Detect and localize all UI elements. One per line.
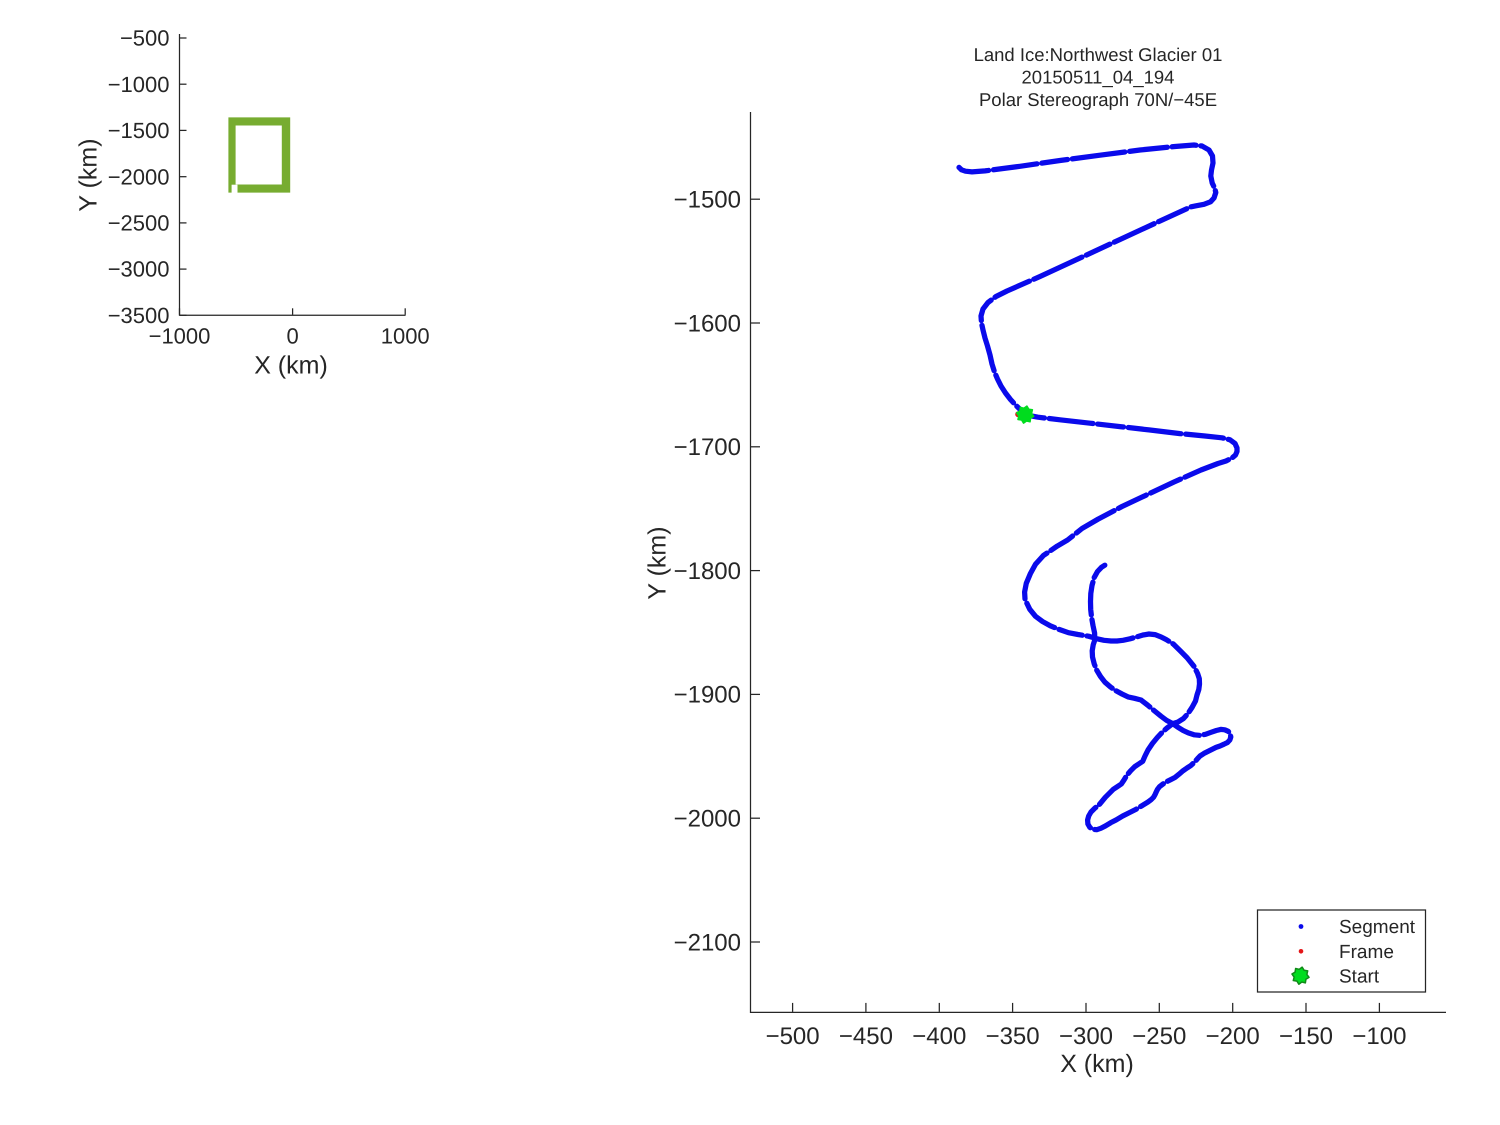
svg-text:Start: Start [1339, 966, 1380, 987]
svg-text:0: 0 [286, 324, 298, 349]
svg-text:−1800: −1800 [674, 558, 741, 585]
svg-text:−450: −450 [839, 1023, 893, 1050]
svg-text:−1700: −1700 [674, 434, 741, 461]
svg-text:Y (km): Y (km) [75, 138, 103, 211]
svg-text:20150511_04_194: 20150511_04_194 [1022, 67, 1175, 88]
svg-text:Frame: Frame [1339, 942, 1394, 963]
svg-text:−200: −200 [1206, 1023, 1260, 1050]
svg-text:−150: −150 [1279, 1023, 1333, 1050]
svg-text:X (km): X (km) [1060, 1050, 1134, 1078]
svg-text:−300: −300 [1059, 1023, 1113, 1050]
svg-text:Segment: Segment [1339, 917, 1416, 938]
svg-text:−1000: −1000 [149, 324, 211, 349]
svg-text:−500: −500 [120, 26, 170, 51]
svg-text:−2500: −2500 [108, 211, 170, 236]
svg-text:−2000: −2000 [108, 164, 170, 189]
svg-text:−1600: −1600 [674, 310, 741, 337]
svg-text:Polar Stereograph 70N/−45E: Polar Stereograph 70N/−45E [979, 89, 1217, 110]
svg-text:Land Ice:Northwest Glacier 01: Land Ice:Northwest Glacier 01 [974, 44, 1223, 65]
svg-text:−2100: −2100 [674, 929, 741, 956]
svg-text:−1500: −1500 [674, 187, 741, 214]
svg-text:1000: 1000 [381, 324, 430, 349]
svg-text:−400: −400 [912, 1023, 966, 1050]
svg-text:−2000: −2000 [674, 806, 741, 833]
svg-text:X (km): X (km) [254, 352, 328, 380]
svg-text:−1000: −1000 [108, 72, 170, 97]
svg-text:−1500: −1500 [108, 118, 170, 143]
svg-text:−350: −350 [986, 1023, 1040, 1050]
svg-text:−500: −500 [766, 1023, 820, 1050]
svg-text:−250: −250 [1132, 1023, 1186, 1050]
svg-text:−3000: −3000 [108, 257, 170, 282]
svg-text:−1900: −1900 [674, 682, 741, 709]
svg-text:−100: −100 [1352, 1023, 1406, 1050]
svg-text:−3500: −3500 [108, 303, 170, 328]
svg-text:Y (km): Y (km) [644, 526, 672, 599]
